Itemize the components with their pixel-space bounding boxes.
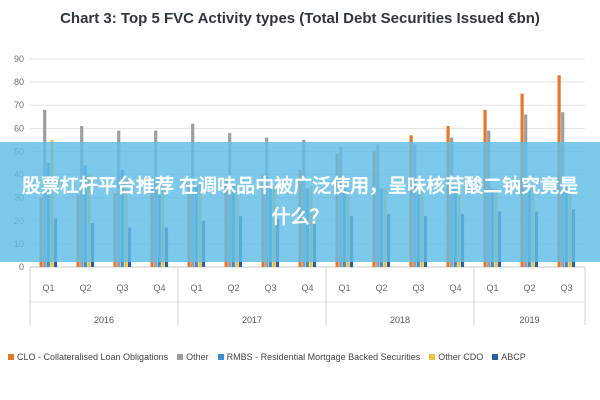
legend-swatch <box>217 354 224 360</box>
x-tick-label: Q3 <box>412 283 424 293</box>
y-tick-label: 90 <box>14 54 24 64</box>
x-tick-label: Q2 <box>227 283 239 293</box>
y-tick-label: 0 <box>19 262 24 272</box>
legend-swatch <box>8 354 14 360</box>
overlay-banner-text: 股票杠杆平台推荐 在调味品中被广泛使用，呈味核苷酸二钠究竟是什么？ <box>21 176 579 228</box>
x-tick-label: Q2 <box>375 283 387 293</box>
legend-label: ABCP <box>501 352 526 362</box>
y-tick-label: 70 <box>14 100 24 110</box>
legend-label: Other <box>186 352 209 362</box>
year-label: 2018 <box>390 315 410 325</box>
chart-title: Chart 3: Top 5 FVC Activity types (Total… <box>60 10 540 27</box>
legend-swatch <box>177 354 184 360</box>
x-tick-label: Q1 <box>190 283 202 293</box>
legend-label: RMBS - Residential Mortgage Backed Secur… <box>226 352 421 362</box>
x-tick-label: Q4 <box>301 283 313 293</box>
x-tick-label: Q3 <box>560 283 572 293</box>
x-tick-label: Q1 <box>338 283 350 293</box>
x-tick-label: Q4 <box>153 283 165 293</box>
legend-item: Other CDO <box>429 352 483 362</box>
legend-item: RMBS - Residential Mortgage Backed Secur… <box>217 352 421 362</box>
year-label: 2017 <box>242 315 262 325</box>
legend-item: Other <box>177 352 209 362</box>
y-tick-label: 80 <box>14 77 24 87</box>
legend-swatch <box>492 354 499 360</box>
chart-legend: CLO - Collateralised Loan Obligations Oth… <box>8 352 598 362</box>
x-tick-label: Q3 <box>116 283 128 293</box>
legend-item: CLO - Collateralised Loan Obligations <box>8 352 168 362</box>
legend-item: ABCP <box>492 352 526 362</box>
x-tick-label: Q2 <box>523 283 535 293</box>
legend-label: Other CDO <box>438 352 484 362</box>
x-tick-label: Q1 <box>42 283 54 293</box>
x-tick-label: Q4 <box>449 283 461 293</box>
y-tick-label: 60 <box>14 123 24 133</box>
legend-swatch <box>429 354 436 360</box>
year-label: 2016 <box>94 315 114 325</box>
overlay-banner[interactable]: 股票杠杆平台推荐 在调味品中被广泛使用，呈味核苷酸二钠究竟是什么？ <box>0 142 600 262</box>
x-tick-label: Q1 <box>486 283 498 293</box>
year-label: 2019 <box>519 315 539 325</box>
x-tick-label: Q2 <box>79 283 91 293</box>
legend-label: CLO - Collateralised Loan Obligations <box>17 352 169 362</box>
x-tick-label: Q3 <box>264 283 276 293</box>
